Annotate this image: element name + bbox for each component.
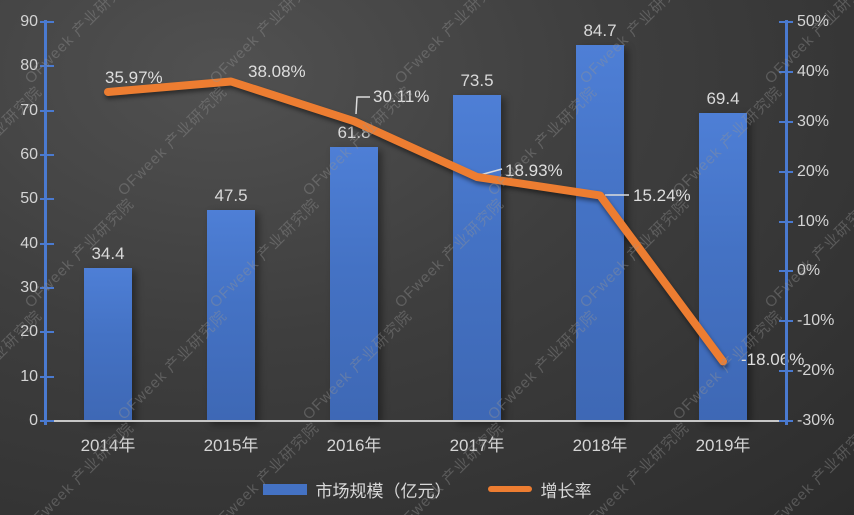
left-tick-10 [40,375,54,378]
bar-2014年 [84,268,132,421]
left-tick-label-80: 80 [20,57,38,75]
right-tick-label--10%: -10% [797,312,835,330]
left-tick-label-90: 90 [20,13,38,30]
watermark-text: OFweek 产业研究院 [761,195,854,312]
x-axis-label-2015年: 2015年 [203,436,259,455]
line-label-2015年: 38.08% [248,62,306,81]
right-tick-label--30%: -30% [797,412,835,429]
watermark-text: OFweek 产业研究院 [391,195,508,312]
left-tick-90 [40,21,54,23]
bar-2018年 [576,45,624,421]
watermark-text: OFweek 产业研究院 [114,307,231,424]
bar-2019年 [699,113,747,421]
bar-series-swatch [262,483,307,495]
watermark-text: OFweek 产业研究院 [114,83,231,200]
watermark-text: OFweek 产业研究院 [391,0,508,88]
x-axis-line [44,420,791,422]
watermark-text: OFweek 产业研究院 [299,83,416,200]
leader-line-0 [355,96,370,115]
right-tick-label-30%: 30% [797,112,830,130]
right-axis-line [785,20,788,425]
line-label-2017年: 18.93% [505,161,563,180]
left-tick-label-60: 60 [20,146,38,163]
line-label-2014年: 35.97% [105,68,163,87]
left-tick-30 [40,287,54,289]
leader-line-1 [479,168,503,176]
legend-label-market-size: 市场规模（亿元） [315,481,452,501]
watermark-text: OFweek 产业研究院 [576,195,693,312]
left-tick-label-50: 50 [20,190,38,208]
watermark-text: OFweek 产业研究院 [669,307,786,424]
left-tick-50 [40,198,54,201]
watermark-text: OFweek 产业研究院 [484,307,601,424]
left-axis-line [44,20,47,425]
bar-label-2019年: 69.4 [706,89,740,109]
bar-label-2015年: 47.5 [214,186,248,206]
legend-item-growth-rate: 增长率 [487,477,592,502]
bar-label-2018年: 84.7 [583,21,617,41]
x-axis-label-2016年: 2016年 [326,436,382,455]
legend-label-growth-rate: 增长率 [540,481,592,501]
right-tick-label-40%: 40% [797,62,830,80]
right-tick-label-0%: 0% [797,262,821,280]
x-axis-label-2017年: 2017年 [449,436,505,455]
watermark-text: OFweek 产业研究院 [206,0,323,88]
left-tick-20 [40,331,54,334]
right-tick-label-20%: 20% [797,162,830,180]
watermark-text: OFweek 产业研究院 [21,195,138,312]
watermark-text: OFweek 产业研究院 [484,83,601,200]
legend: 市场规模（亿元） 增长率 [0,476,854,502]
left-tick-label-40: 40 [20,234,38,252]
bar-2016年 [330,147,378,421]
growth-rate-line [104,77,727,366]
watermark-text: OFweek 产业研究院 [669,83,786,200]
left-tick-60 [40,154,54,156]
line-label-2019年: -18.06% [741,350,805,369]
watermark-text: OFweek 产业研究院 [206,195,323,312]
bar-2015年 [207,210,255,421]
left-tick-80 [40,65,54,68]
left-tick-label-20: 20 [20,323,38,341]
bar-label-2017年: 73.5 [460,71,494,91]
left-tick-label-30: 30 [20,279,38,296]
right-tick-label-50%: 50% [797,13,830,30]
left-tick-label-70: 70 [20,101,38,119]
watermark-text: OFweek 产业研究院 [21,0,138,88]
watermark-text: OFweek 产业研究院 [0,307,46,423]
watermark-text: OFweek 产业研究院 [576,0,693,88]
bar-label-2016年: 61.8 [337,123,371,143]
right-tick-label-10%: 10% [797,212,830,230]
bar-2017年 [453,95,501,421]
legend-item-market-size: 市场规模（亿元） [262,477,452,502]
watermark-text: OFweek 产业研究院 [0,83,46,199]
line-label-2016年: 30.11% [373,87,430,106]
watermark-text: OFweek 产业研究院 [761,0,854,88]
left-tick-label-0: 0 [29,412,38,429]
line-label-2018年: 15.24% [633,186,691,205]
line-series-swatch [487,486,532,492]
x-axis-label-2018年: 2018年 [572,436,628,455]
left-tick-label-10: 10 [20,367,38,385]
x-axis-label-2014年: 2014年 [80,436,136,455]
right-tick-label--20%: -20% [797,362,835,380]
left-tick-40 [40,242,54,245]
left-tick-70 [40,109,54,112]
x-axis-label-2019年: 2019年 [695,436,751,455]
watermark-text: OFweek 产业研究院 [299,307,416,424]
bar-label-2014年: 34.4 [91,244,125,264]
